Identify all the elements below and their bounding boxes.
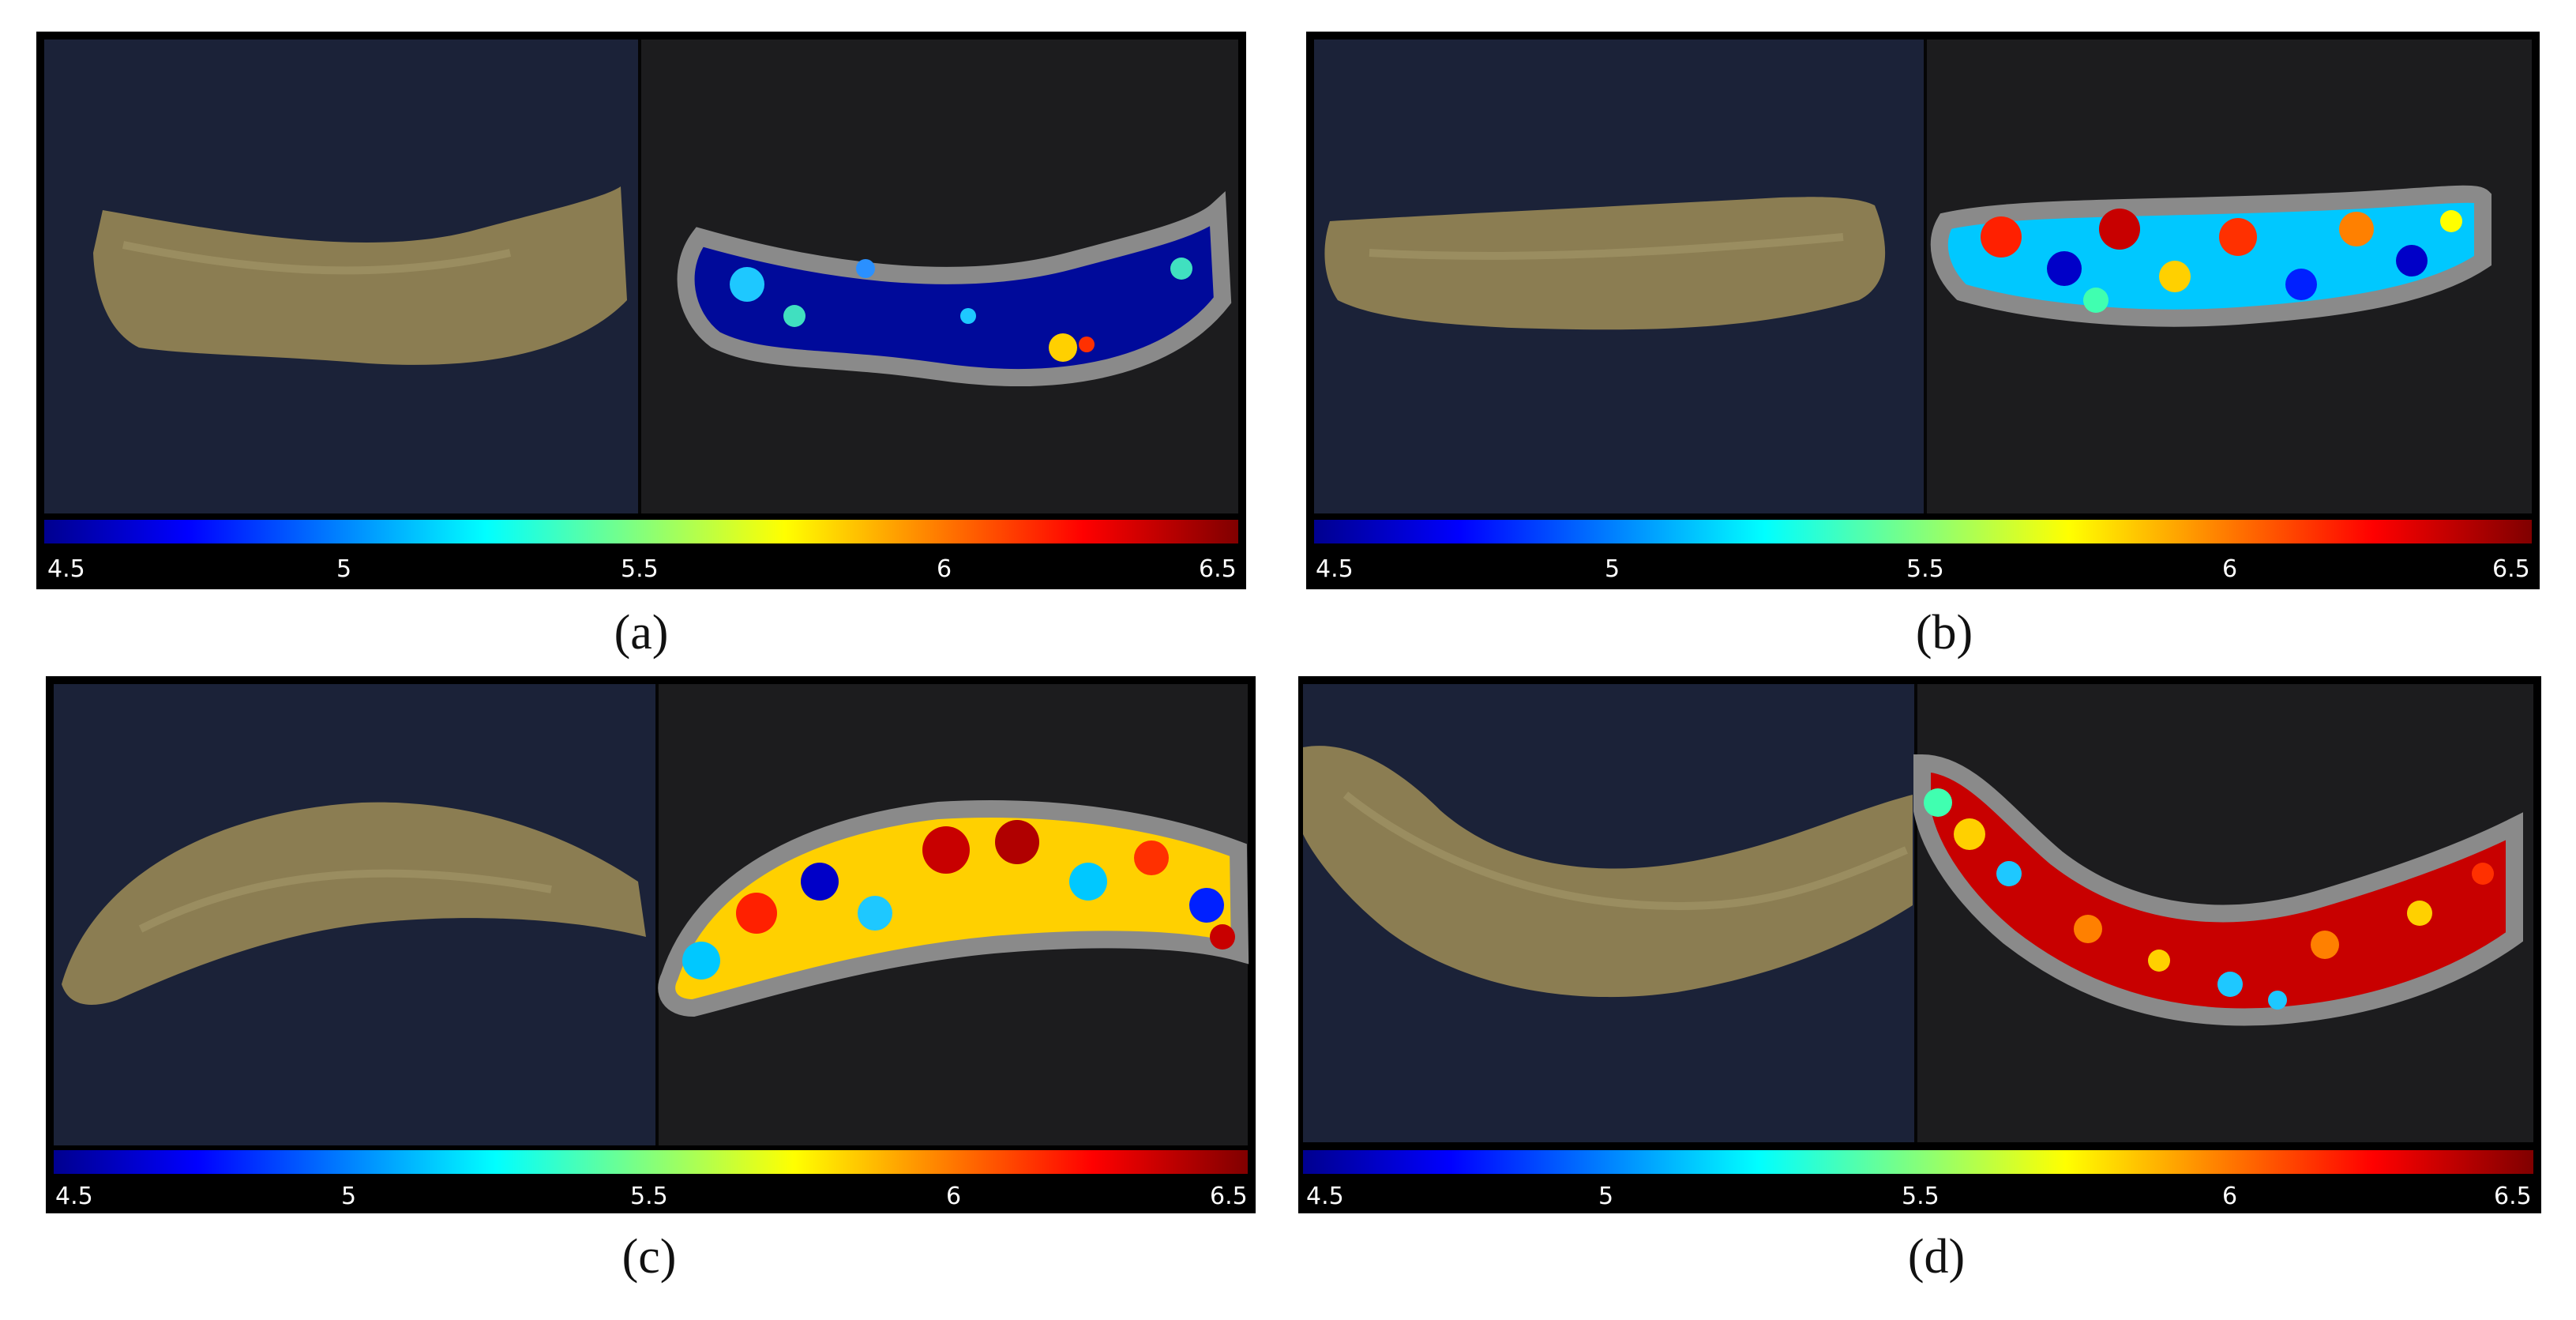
colorbar-tick-label: 5.5 [1906, 555, 1944, 583]
colorbar-tick-label: 5 [341, 1183, 356, 1210]
panel-a: 4.5 5 5.5 6 6.5 [36, 32, 1246, 589]
colorbar-tick-label: 6.5 [1210, 1183, 1248, 1210]
panel-c: 4.5 5 5.5 6 6.5 [46, 676, 1256, 1213]
colorbar-tick-label: 6.5 [2494, 1183, 2532, 1210]
caption-d: (d) [1907, 1230, 1966, 1284]
colorbar-tick-label: 6.5 [2492, 555, 2530, 583]
colorbar [1303, 1150, 2533, 1174]
colorbar-tick-label: 4.5 [1306, 1183, 1344, 1210]
sausage-photo [54, 684, 655, 1145]
panel-a-figure: 4.5 5 5.5 6 6.5 [44, 39, 1238, 583]
colorbar-tick-label: 5.5 [621, 555, 659, 583]
panel-d: 4.5 5 5.5 6 6.5 [1298, 676, 2541, 1213]
ph-distribution-map [658, 684, 1249, 1145]
panel-b-figure: 4.5 5 5.5 6 6.5 [1314, 39, 2532, 583]
colorbar-tick-label: 6 [2222, 1183, 2237, 1210]
colorbar-tick-label: 5 [1605, 555, 1620, 583]
ph-distribution-map [1927, 39, 2532, 513]
colorbar [54, 1150, 1248, 1174]
sausage-photo [1314, 39, 1924, 513]
ph-distribution-map [641, 39, 1238, 513]
colorbar-tick-label: 6 [946, 1183, 961, 1210]
colorbar-tick-label: 4.5 [55, 1183, 93, 1210]
caption-c: (c) [621, 1230, 677, 1284]
panel-c-figure: 4.5 5 5.5 6 6.5 [54, 684, 1249, 1210]
colorbar [44, 520, 1238, 543]
caption-a: (a) [614, 606, 669, 660]
colorbar-tick-label: 4.5 [1316, 555, 1354, 583]
colorbar-tick-label: 6.5 [1199, 555, 1237, 583]
colorbar-tick-label: 4.5 [47, 555, 85, 583]
ph-distribution-map [1913, 684, 2533, 1142]
colorbar-tick-label: 5 [336, 555, 351, 583]
sausage-photo [44, 39, 638, 513]
colorbar-tick-label: 6 [2222, 555, 2237, 583]
panel-b: 4.5 5 5.5 6 6.5 [1306, 32, 2540, 589]
colorbar-tick-label: 6 [937, 555, 952, 583]
colorbar-tick-label: 5.5 [630, 1183, 668, 1210]
sausage-photo [1303, 684, 1914, 1142]
colorbar [1314, 520, 2532, 543]
colorbar-tick-label: 5.5 [1902, 1183, 1940, 1210]
panel-d-figure: 4.5 5 5.5 6 6.5 [1303, 684, 2533, 1210]
caption-b: (b) [1915, 606, 1973, 660]
colorbar-tick-label: 5 [1598, 1183, 1613, 1210]
